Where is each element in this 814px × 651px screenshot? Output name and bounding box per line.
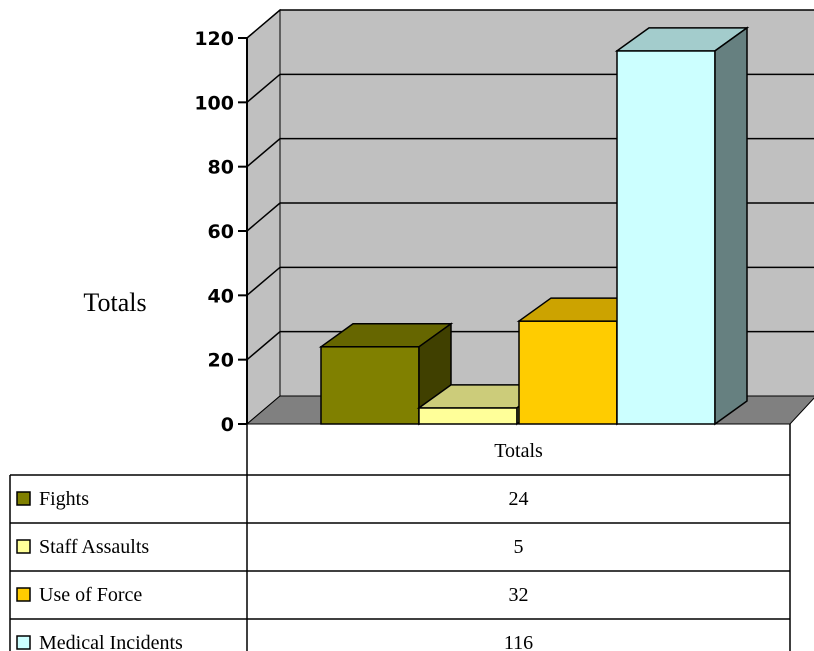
y-tick-label: 20 xyxy=(208,350,234,372)
y-axis: 0 20 40 60 80 100 120 xyxy=(194,28,248,436)
y-tick-label: 80 xyxy=(208,157,234,179)
legend-label: Use of Force xyxy=(39,584,142,606)
table-value: 24 xyxy=(509,488,529,510)
table-value: 32 xyxy=(509,584,529,606)
table-column-header: Totals xyxy=(494,440,543,462)
bar-front xyxy=(320,346,420,425)
y-tick-label: 100 xyxy=(194,92,234,114)
legend-label: Medical Incidents xyxy=(39,632,183,651)
y-axis-title: Totals xyxy=(83,288,146,317)
bar-side xyxy=(714,26,748,426)
y-tick-label: 40 xyxy=(208,285,234,307)
data-table: Totals Fights 24 Staff Assaults 5 Use of Forc… xyxy=(9,424,791,651)
bar-front xyxy=(518,320,618,425)
bar xyxy=(614,26,750,426)
y-tick-label: 60 xyxy=(208,221,234,243)
gridline xyxy=(246,9,814,39)
legend-swatch xyxy=(16,587,31,602)
legend-swatch xyxy=(16,539,31,554)
bars xyxy=(318,26,750,426)
table-value: 116 xyxy=(504,632,533,651)
table-value: 5 xyxy=(514,536,524,558)
legend-swatch xyxy=(16,635,31,650)
legend-label: Fights xyxy=(39,488,89,510)
y-tick-label: 0 xyxy=(221,414,234,436)
legend-label: Staff Assaults xyxy=(39,536,149,558)
y-tick-label: 120 xyxy=(194,28,234,50)
legend-swatch xyxy=(16,491,31,506)
bar-front xyxy=(418,407,518,425)
bar-front xyxy=(616,50,716,425)
